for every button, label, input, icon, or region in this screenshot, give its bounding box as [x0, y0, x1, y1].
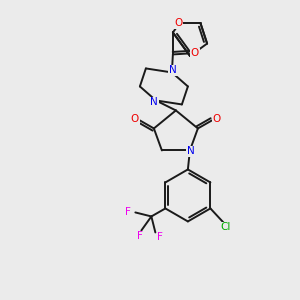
Text: F: F — [125, 207, 131, 218]
Text: O: O — [213, 114, 221, 124]
Text: F: F — [158, 232, 163, 242]
Text: O: O — [131, 114, 139, 124]
Text: O: O — [174, 18, 182, 28]
Text: Cl: Cl — [220, 222, 231, 233]
Text: N: N — [169, 65, 177, 75]
Text: F: F — [137, 231, 143, 242]
Text: N: N — [150, 98, 158, 107]
Text: O: O — [191, 48, 199, 59]
Text: N: N — [187, 146, 195, 156]
